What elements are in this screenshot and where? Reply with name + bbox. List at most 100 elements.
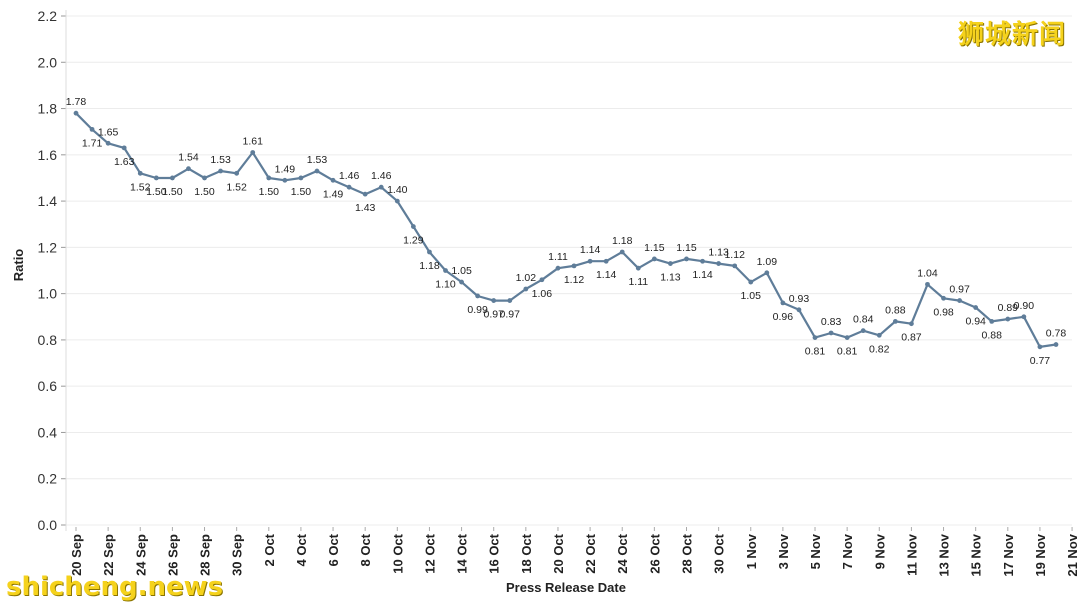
data-label: 0.98 bbox=[933, 306, 954, 318]
series-line-path bbox=[75, 112, 1057, 348]
watermark-logo-bottom: shicheng.news bbox=[6, 572, 224, 602]
data-label: 1.50 bbox=[291, 186, 312, 198]
data-point bbox=[330, 177, 336, 183]
data-label: 1.05 bbox=[741, 290, 762, 302]
data-label: 1.52 bbox=[226, 181, 247, 193]
x-tick-label: 22 Sep bbox=[101, 534, 116, 576]
data-point bbox=[668, 261, 673, 266]
data-label: 1.09 bbox=[757, 256, 778, 268]
data-label: 1.05 bbox=[451, 265, 472, 277]
data-point bbox=[764, 270, 770, 276]
data-label: 1.46 bbox=[339, 170, 360, 182]
data-point bbox=[1053, 342, 1059, 347]
data-point bbox=[459, 279, 464, 285]
data-label: 1.49 bbox=[275, 163, 296, 175]
data-label: 1.46 bbox=[371, 170, 392, 182]
x-tick-label: 30 Oct bbox=[712, 533, 727, 573]
x-tick-label: 20 Sep bbox=[69, 534, 84, 576]
y-tick-label: 0.2 bbox=[38, 471, 58, 487]
data-label: 1.15 bbox=[676, 242, 697, 254]
data-point bbox=[121, 145, 127, 151]
x-tick-label: 30 Sep bbox=[230, 534, 245, 576]
data-label: 0.96 bbox=[773, 311, 794, 323]
x-tick-label: 16 Oct bbox=[487, 533, 502, 573]
data-point bbox=[266, 175, 272, 181]
data-point bbox=[491, 298, 497, 303]
data-label: 0.84 bbox=[853, 314, 874, 326]
data-label: 0.77 bbox=[1030, 355, 1051, 367]
x-tick-label: 13 Nov bbox=[937, 533, 952, 576]
data-label: 0.93 bbox=[789, 293, 810, 305]
data-point bbox=[684, 256, 689, 262]
data-point bbox=[539, 277, 545, 283]
data-point bbox=[507, 298, 513, 303]
x-tick-label: 4 Oct bbox=[294, 533, 309, 566]
data-point bbox=[1037, 344, 1043, 350]
data-label: 1.78 bbox=[66, 96, 87, 108]
data-point bbox=[394, 198, 400, 204]
data-point bbox=[1005, 316, 1011, 322]
x-tick-label: 20 Oct bbox=[551, 533, 566, 573]
data-point bbox=[989, 319, 995, 324]
data-label: 1.43 bbox=[355, 202, 376, 214]
x-tick-label: 14 Oct bbox=[455, 533, 470, 573]
data-point bbox=[282, 177, 288, 183]
data-label: 1.29 bbox=[403, 235, 424, 247]
data-point bbox=[941, 295, 946, 301]
data-point bbox=[716, 261, 722, 266]
data-point bbox=[700, 258, 705, 264]
data-point bbox=[796, 307, 802, 313]
data-point bbox=[89, 126, 95, 132]
data-point bbox=[828, 330, 834, 336]
data-point bbox=[186, 166, 191, 172]
x-tick-label: 28 Oct bbox=[679, 533, 694, 573]
data-label: 1.53 bbox=[210, 154, 231, 166]
x-tick-label: 17 Nov bbox=[1001, 533, 1016, 576]
x-tick-label: 18 Oct bbox=[519, 533, 534, 573]
data-point bbox=[1021, 314, 1027, 320]
data-label: 1.18 bbox=[612, 235, 633, 247]
data-point bbox=[73, 110, 79, 116]
data-point bbox=[587, 258, 593, 264]
data-label: 1.50 bbox=[162, 186, 183, 198]
data-label: 1.14 bbox=[692, 269, 713, 281]
data-label: 1.13 bbox=[708, 247, 729, 259]
data-label: 1.50 bbox=[146, 186, 167, 198]
data-point bbox=[314, 168, 320, 174]
data-point bbox=[732, 263, 738, 269]
data-points bbox=[73, 110, 1059, 350]
data-label: 1.02 bbox=[516, 272, 537, 284]
data-point bbox=[651, 256, 657, 262]
data-point bbox=[748, 279, 754, 285]
x-tick-label: 7 Nov bbox=[840, 533, 855, 569]
x-tick-labels: 20 Sep 22 Sep 24 Sep 26 Sep 28 Sep 30 Sep 2 Oc… bbox=[69, 533, 1080, 576]
axes bbox=[61, 10, 1073, 531]
data-label: 0.99 bbox=[467, 304, 488, 316]
data-label: 1.06 bbox=[532, 288, 553, 300]
y-tick-label: 1.8 bbox=[38, 101, 58, 117]
data-point bbox=[202, 175, 207, 181]
watermark-logo-top: 狮城新闻 bbox=[957, 20, 1066, 50]
data-point bbox=[234, 170, 240, 176]
data-point bbox=[218, 168, 223, 174]
data-label: 0.90 bbox=[1014, 300, 1035, 312]
data-label: 1.50 bbox=[194, 186, 215, 198]
data-label: 0.83 bbox=[821, 316, 842, 328]
x-tick-label: 26 Oct bbox=[647, 533, 662, 573]
data-point bbox=[410, 224, 416, 229]
data-label: 1.63 bbox=[114, 156, 135, 168]
x-tick-label: 21 Nov bbox=[1065, 533, 1080, 576]
x-tick-label: 26 Sep bbox=[165, 534, 180, 576]
data-label: 0.82 bbox=[869, 343, 890, 355]
y-tick-label: 1.2 bbox=[38, 239, 58, 255]
data-label: 1.40 bbox=[387, 184, 408, 196]
data-point bbox=[555, 265, 561, 271]
y-tick-label: 2.2 bbox=[38, 8, 58, 24]
x-tick-label: 19 Nov bbox=[1033, 533, 1048, 576]
y-tick-label: 2.0 bbox=[38, 54, 58, 70]
data-label: 0.97 bbox=[483, 309, 504, 321]
data-point bbox=[603, 258, 609, 264]
data-label: 1.52 bbox=[130, 181, 151, 193]
data-point bbox=[250, 150, 256, 155]
data-point bbox=[475, 293, 481, 299]
